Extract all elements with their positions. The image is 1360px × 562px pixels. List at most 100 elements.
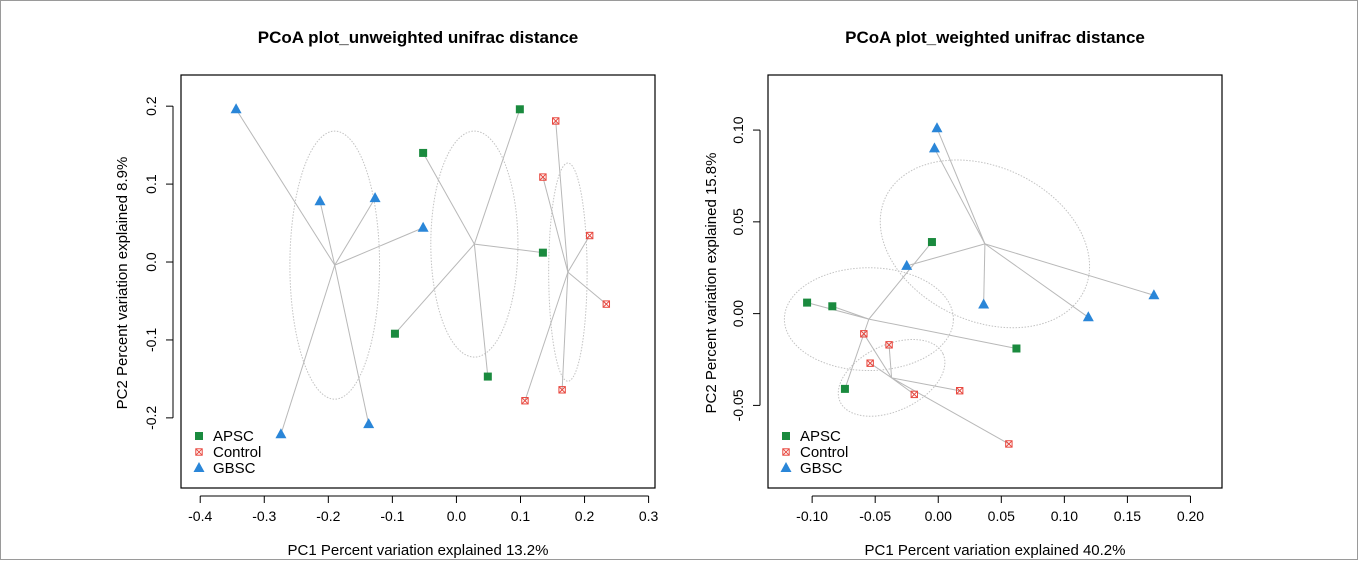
y-axis-label: PC2 Percent variation explained 8.9% [114,157,131,410]
spider-line-control [524,271,569,401]
spider-line-control [555,120,569,273]
spider-layer [235,109,607,435]
data-point-gbsc [901,259,913,270]
spider-line-apsc [806,302,870,320]
legend-marker-control [782,448,790,456]
spider-line-apsc [844,318,870,390]
y-tick-label: -0.1 [143,328,159,352]
data-point-control [910,390,918,399]
data-point-control [552,117,560,125]
data-point-gbsc [1082,311,1094,322]
x-tick-label: 0.0 [447,508,467,524]
x-tick-label: 0.00 [925,508,952,524]
x-tick-label: 0.2 [575,508,595,524]
spider-line-gbsc [235,109,336,266]
x-tick-label: -0.10 [796,508,828,524]
data-point-control [558,386,566,394]
legend-label-gbsc: GBSC [800,460,843,477]
data-point-control [955,387,964,395]
spider-line-gbsc [334,265,370,425]
data-point-gbsc [1148,289,1160,300]
spider-line-apsc [394,243,475,335]
chart-title: PCoA plot_unweighted unifrac distance [258,28,579,47]
data-point-apsc [803,298,812,307]
data-point-control [1005,440,1013,448]
data-point-gbsc [928,142,940,153]
ellipse-layer [289,130,588,400]
x-tick-label: -0.3 [252,508,276,524]
data-point-apsc [538,248,547,257]
data-point-gbsc [931,122,943,133]
data-point-gbsc [363,418,375,429]
spider-line-control [561,272,569,390]
spider-line-control [891,377,1010,445]
data-point-gbsc [314,195,326,206]
spider-line-gbsc [319,201,336,266]
x-axis: -0.10 -0.05 0.00 0.05 0.10 0.15 0.20 [796,495,1204,524]
data-point-apsc [390,329,399,338]
data-point-apsc [1012,344,1021,353]
spider-line-apsc [868,241,933,320]
spider-line-gbsc [936,128,986,245]
y-tick-label: 0.10 [730,116,746,143]
legend-label-apsc: APSC [800,428,841,445]
x-axis-label: PC1 Percent variation explained 40.2% [865,542,1126,559]
y-tick-label: -0.05 [730,389,746,421]
confidence-ellipse-apsc [783,267,954,372]
x-axis-label: PC1 Percent variation explained 13.2% [288,542,549,559]
spider-line-control [891,377,915,395]
data-point-control [539,173,547,181]
data-point-gbsc [230,103,242,114]
spider-line-gbsc [934,148,986,245]
spider-line-gbsc [984,243,1089,318]
spider-line-gbsc [334,197,376,266]
spider-line-gbsc [906,243,986,267]
legend-marker-apsc [195,432,203,440]
data-point-control [860,330,868,338]
plot-box [767,74,1223,489]
spider-line-apsc [832,305,870,320]
x-tick-label: -0.4 [188,508,212,524]
spider-line-control [888,344,893,378]
x-tick-label: 0.3 [639,508,659,524]
unweighted-unifrac-panel: PCoA plot_unweighted unifrac distance PC… [114,28,659,559]
spider-line-gbsc [280,264,336,435]
spider-line-apsc [868,318,1017,349]
legend-marker-gbsc [780,462,792,472]
legend-label-gbsc: GBSC [213,460,256,477]
legend-marker-control [195,448,203,456]
y-tick-label: 0.05 [730,208,746,235]
plot-box [180,74,656,489]
data-point-control [866,359,874,367]
legend-label-apsc: APSC [213,428,254,445]
spider-line-gbsc [983,243,986,305]
point-layer [230,103,611,439]
y-tick-label: 0.1 [143,174,159,194]
x-axis: -0.4 -0.3 -0.2 -0.1 0.0 0.1 0.2 0.3 [188,495,659,524]
data-point-control [521,397,529,405]
y-tick-label: 0.0 [143,252,159,272]
data-point-apsc [515,105,524,114]
x-tick-label: 0.10 [1051,508,1078,524]
data-point-control [885,341,893,349]
spider-line-gbsc [984,243,1155,296]
data-point-gbsc [417,221,429,232]
y-tick-label: 0.00 [730,300,746,327]
ellipse-layer [783,159,1091,417]
spider-line-apsc [474,243,543,254]
x-tick-label: 0.05 [988,508,1015,524]
y-axis: -0.2 -0.1 0.0 0.1 0.2 [143,96,174,430]
x-tick-label: 0.20 [1177,508,1204,524]
spider-line-apsc [422,152,475,245]
data-point-apsc [840,384,849,393]
spider-line-apsc [473,244,489,377]
spider-layer [806,128,1155,445]
spider-line-control [567,235,591,273]
spider-line-control [891,377,960,392]
x-tick-label: -0.05 [859,508,891,524]
y-axis-label: PC2 Percent variation explained 15.8% [703,153,720,414]
spider-line-control [567,271,607,305]
